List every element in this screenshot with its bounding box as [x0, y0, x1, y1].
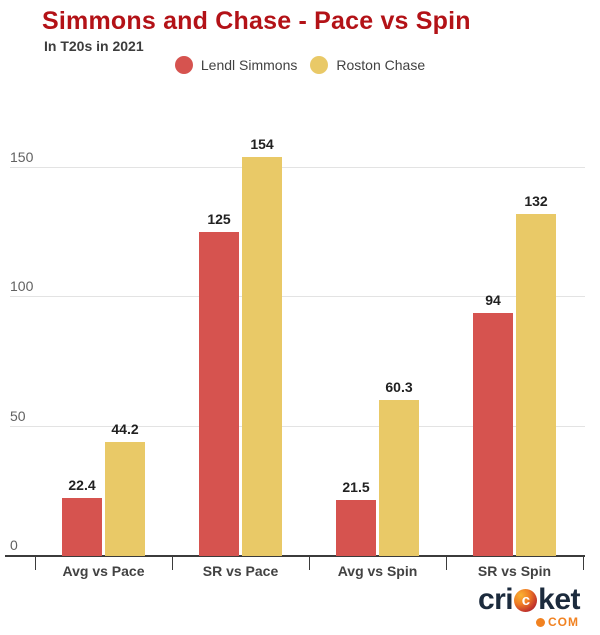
x-axis-tick: [583, 557, 584, 570]
legend-item-roston-chase: Roston Chase: [310, 56, 425, 74]
category-label-avg-vs-spin: Avg vs Spin: [337, 563, 418, 579]
y-axis-label-50: 50: [10, 407, 26, 424]
bar-roston-chase-avg-vs-spin: [379, 399, 419, 556]
dot-icon: [536, 617, 545, 627]
logo-text-pre: cri: [477, 583, 514, 616]
bar-lendl-simmons-sr-vs-pace: [199, 232, 239, 556]
x-axis-tick: [446, 557, 447, 570]
y-axis-label-150: 150: [10, 148, 34, 165]
value-label-roston-chase-sr-vs-spin: 132: [524, 193, 548, 210]
gridline-100: [10, 296, 585, 297]
legend-swatch-yellow-icon: [310, 56, 329, 74]
legend-swatch-red-icon: [174, 56, 193, 74]
logo-wordmark: cri c ket: [454, 583, 581, 616]
bar-roston-chase-avg-vs-pace: [105, 441, 145, 556]
value-label-lendl-simmons-sr-vs-spin: 94: [485, 291, 501, 308]
chart-legend: Lendl Simmons Roston Chase: [0, 55, 600, 75]
category-label-avg-vs-pace: Avg vs Pace: [62, 563, 145, 579]
legend-label: Lendl Simmons: [200, 57, 298, 73]
bar-lendl-simmons-sr-vs-spin: [473, 312, 513, 556]
tld-text: COM: [548, 615, 579, 629]
gridline-50: [10, 425, 585, 427]
value-label-roston-chase-sr-vs-pace: 154: [250, 136, 274, 153]
y-axis-label-100: 100: [10, 278, 34, 294]
value-label-roston-chase-avg-vs-pace: 44.2: [111, 420, 139, 437]
bar-lendl-simmons-avg-vs-spin: [336, 500, 376, 556]
bar-roston-chase-sr-vs-pace: [242, 157, 282, 556]
cricket-com-logo: cri c ket COM: [454, 583, 581, 630]
legend-label: Roston Chase: [336, 57, 426, 73]
ball-letter: c: [521, 591, 530, 609]
cricket-ball-icon: c: [514, 588, 538, 612]
logo-tld: COM: [454, 615, 580, 629]
chart-subtitle: In T20s in 2021: [44, 38, 144, 54]
bar-lendl-simmons-avg-vs-pace: [62, 497, 102, 556]
x-axis-line: [5, 555, 585, 557]
category-label-sr-vs-pace: SR vs Pace: [202, 563, 279, 579]
value-label-lendl-simmons-sr-vs-pace: 125: [207, 211, 231, 228]
value-label-roston-chase-avg-vs-spin: 60.3: [385, 378, 413, 395]
legend-item-lendl-simmons: Lendl Simmons: [174, 56, 298, 74]
value-label-lendl-simmons-avg-vs-pace: 22.4: [68, 476, 96, 493]
logo-text-post: ket: [538, 583, 580, 616]
plot-area: 0 50 100 150 Avg vs Pace SR vs Pace Avg vs Spi…: [5, 136, 585, 579]
x-axis-tick: [309, 557, 310, 570]
y-axis-label-0: 0: [10, 537, 18, 553]
x-axis-tick: [35, 557, 36, 570]
gridline-150: [10, 166, 585, 168]
x-axis-tick: [172, 557, 173, 570]
value-label-lendl-simmons-avg-vs-spin: 21.5: [342, 479, 370, 496]
bar-roston-chase-sr-vs-spin: [516, 214, 556, 556]
chart-title: Simmons and Chase - Pace vs Spin: [42, 7, 471, 35]
category-label-sr-vs-spin: SR vs Spin: [477, 563, 552, 579]
